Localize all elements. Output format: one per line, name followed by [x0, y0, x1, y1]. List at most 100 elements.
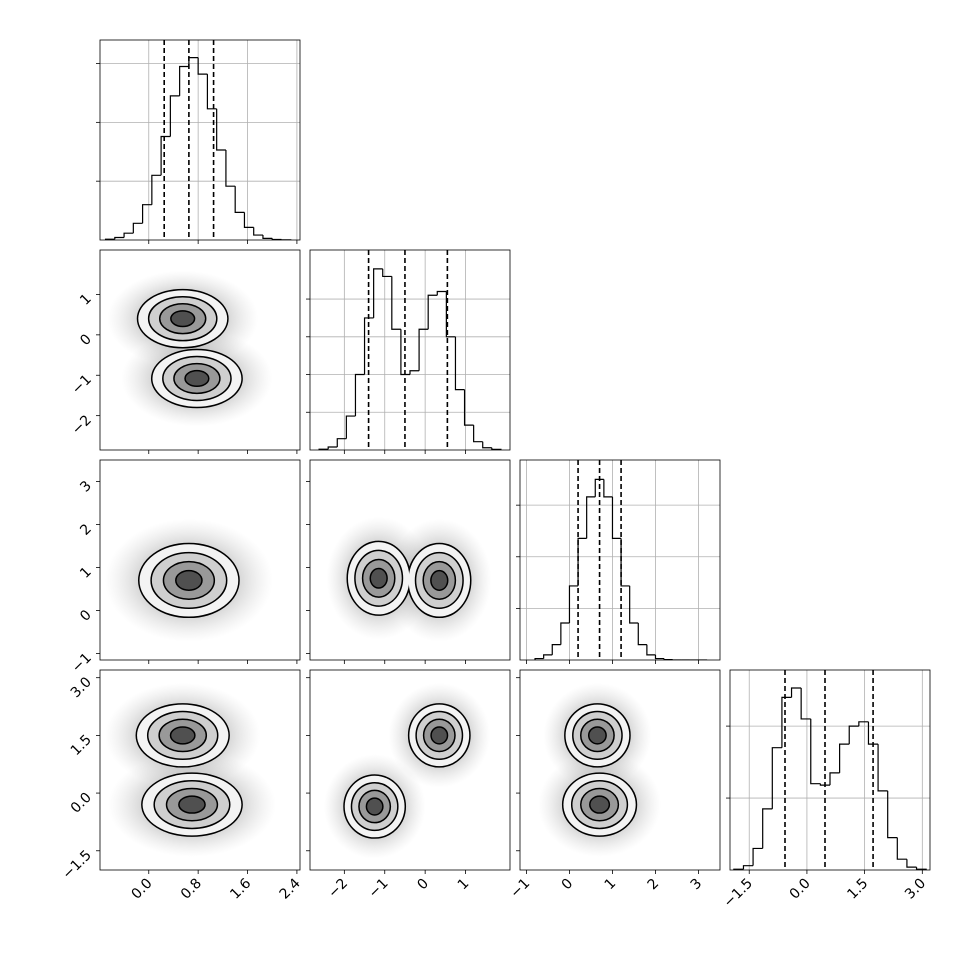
histogram-bin: [629, 585, 639, 624]
panel-frame: [519, 669, 721, 871]
panel: [96, 249, 301, 454]
histogram-bin: [473, 425, 483, 443]
histogram-bin: [829, 772, 840, 786]
histogram-bin: [141, 204, 152, 224]
histogram-bin: [271, 238, 282, 240]
y-tick-label: 3: [77, 478, 95, 496]
density-level: [171, 311, 194, 326]
histogram-bin: [114, 236, 125, 240]
histogram-bin: [391, 276, 401, 330]
density-level: [367, 798, 383, 815]
histogram-bin: [354, 373, 365, 417]
histogram-bin: [243, 212, 254, 228]
histogram-bin: [654, 654, 665, 660]
histogram-bin: [160, 135, 171, 176]
x-tick-label: 0.0: [129, 876, 156, 903]
histogram-bin: [819, 783, 830, 786]
density-level: [371, 569, 387, 588]
x-tick-label: 1.6: [227, 875, 254, 902]
histogram-bin: [790, 687, 802, 698]
histogram-bin: [877, 744, 888, 792]
x-tick-label: 3: [688, 876, 706, 894]
histogram-bin: [363, 317, 374, 375]
density-level: [589, 727, 606, 744]
density-level: [431, 571, 447, 590]
contour-line: [184, 369, 210, 388]
histogram-bin: [179, 65, 189, 96]
histogram-bin: [867, 721, 879, 745]
histogram-bin: [132, 222, 143, 234]
histogram-bin: [551, 644, 561, 655]
histogram-bin: [887, 790, 898, 839]
panel-frame: [99, 459, 301, 661]
plot-area: [326, 516, 492, 642]
histogram-bin: [188, 57, 199, 67]
plot-area: [104, 519, 273, 642]
histogram-bin: [543, 654, 553, 659]
x-tick-label: 3.0: [902, 876, 929, 903]
histogram-bin: [586, 496, 596, 539]
histogram-bin: [577, 537, 587, 586]
histogram-bin: [560, 622, 570, 645]
panel: [516, 669, 721, 874]
x-tick-label: 0: [559, 876, 577, 894]
histogram-bin: [810, 718, 821, 785]
histogram-bin: [534, 657, 544, 660]
x-tick-label: 0: [414, 876, 432, 894]
histogram-bin: [336, 438, 347, 447]
y-tick-label: 1: [77, 291, 95, 309]
y-tick-label: −2: [69, 412, 95, 438]
density-level: [185, 371, 209, 386]
histogram-bin: [742, 865, 754, 870]
histogram-bin: [234, 186, 245, 213]
panel-frame: [309, 249, 511, 451]
y-tick-label: 2: [77, 521, 95, 539]
x-tick-label: 0.0: [787, 876, 814, 903]
x-tick-label: −1: [507, 876, 533, 902]
histogram-bin: [216, 108, 226, 151]
plot-area: [538, 683, 661, 857]
panel: [96, 459, 301, 664]
x-tick-label: 1.5: [844, 876, 871, 903]
y-tick-label: 0.0: [68, 790, 95, 817]
histogram-bin: [253, 227, 263, 236]
plot-area: [105, 683, 276, 857]
histogram-bin: [620, 538, 630, 587]
panel-frame: [309, 669, 511, 871]
y-tick-label: 1.5: [68, 732, 95, 759]
histogram-bin: [800, 687, 811, 720]
x-tick-label: 2.4: [277, 875, 304, 902]
histogram-bin: [915, 867, 927, 870]
histogram-bin: [752, 847, 763, 866]
histogram-bin: [762, 808, 773, 849]
plot-area: [520, 460, 720, 660]
histogram-bin: [400, 329, 410, 376]
histogram-bin: [771, 747, 782, 809]
x-tick-label: 0.8: [178, 876, 205, 903]
histogram-bin: [169, 95, 180, 137]
histogram-bin: [896, 837, 907, 860]
histogram-bin: [345, 415, 356, 439]
panel: [306, 459, 511, 664]
x-tick-label: −2: [325, 876, 351, 902]
histogram-bin: [858, 721, 869, 727]
density-level: [171, 727, 195, 744]
y-tick-label: 1: [77, 564, 95, 582]
panel-frame: [99, 669, 301, 871]
histogram-bin: [781, 696, 792, 748]
histogram-bin: [646, 644, 656, 656]
panel-frame: [519, 459, 721, 661]
plot-area: [107, 270, 273, 427]
y-tick-label: 3.0: [68, 674, 95, 701]
histogram-bin: [594, 478, 604, 497]
histogram-bin: [848, 725, 859, 745]
panel-frame: [309, 459, 511, 661]
histogram-bin: [445, 291, 456, 338]
density-level: [431, 727, 447, 744]
histogram-bin: [454, 336, 465, 391]
histogram-bin: [418, 328, 429, 371]
plot-area: [310, 250, 510, 450]
histogram-bin: [197, 57, 208, 75]
histogram-bin: [663, 658, 673, 660]
panel: [306, 669, 511, 874]
